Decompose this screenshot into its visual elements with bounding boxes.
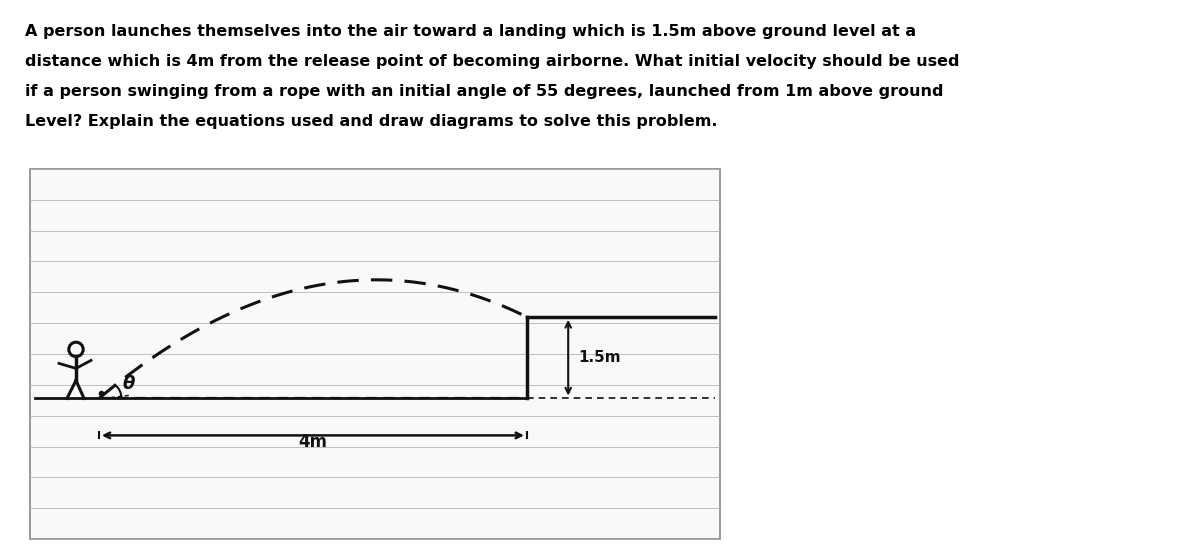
Text: distance which is 4m from the release point of becoming airborne. What initial v: distance which is 4m from the release po… [25,54,960,69]
Text: Level? Explain the equations used and draw diagrams to solve this problem.: Level? Explain the equations used and dr… [25,114,718,129]
Text: 1.5m: 1.5m [578,350,620,365]
Bar [30,169,720,539]
Text: A person launches themselves into the air toward a landing which is 1.5m above g: A person launches themselves into the ai… [25,24,916,39]
Text: if a person swinging from a rope with an initial angle of 55 degrees, launched f: if a person swinging from a rope with an… [25,84,943,99]
Text: 4m: 4m [299,433,328,451]
Text: θ: θ [122,376,134,394]
